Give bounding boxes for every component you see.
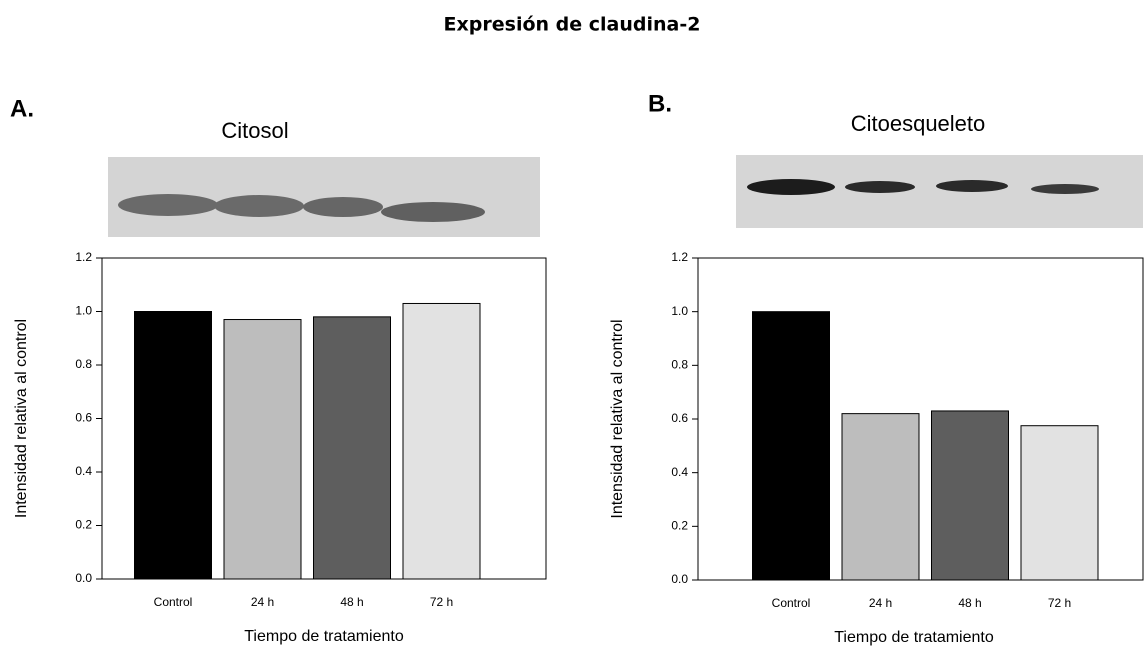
panel-title: Citoesqueleto — [851, 111, 986, 136]
panel-title: Citosol — [221, 118, 288, 143]
y-axis-label: Intensidad relativa al control — [609, 319, 626, 518]
y-tick-label: 1.0 — [75, 304, 92, 318]
bar — [402, 302, 481, 580]
panel-label: A. — [10, 95, 34, 122]
x-tick-label: 72 h — [1048, 596, 1071, 610]
page-title: Expresión de claudina-2 — [444, 14, 701, 36]
bar — [134, 311, 212, 580]
y-tick-label: 0.6 — [75, 411, 92, 425]
bar — [1020, 425, 1099, 581]
y-tick-label: 0.8 — [75, 357, 92, 371]
y-tick-label: 1.2 — [75, 250, 92, 264]
y-axis-label: Intensidad relativa al control — [13, 319, 30, 518]
x-tick-label: 24 h — [869, 596, 892, 610]
blot-a — [108, 157, 540, 237]
x-tick-label: Control — [772, 596, 811, 610]
y-tick-label: 0.8 — [671, 358, 688, 372]
y-tick-label: 0.6 — [671, 411, 688, 425]
panel-label: B. — [648, 90, 672, 117]
bar — [841, 413, 920, 581]
y-tick-label: 0.0 — [75, 571, 92, 585]
y-tick-label: 0.4 — [75, 464, 92, 478]
x-tick-label: 48 h — [958, 596, 981, 610]
bar — [752, 311, 830, 581]
y-tick-label: 1.0 — [671, 304, 688, 318]
x-tick-label: 72 h — [430, 595, 453, 609]
y-tick-label: 0.4 — [671, 465, 688, 479]
y-tick-label: 0.0 — [671, 572, 688, 586]
x-axis-label: Tiempo de tratamiento — [244, 628, 404, 645]
x-axis-label: Tiempo de tratamiento — [834, 629, 994, 646]
y-tick-label: 0.2 — [75, 518, 92, 532]
bar — [313, 316, 391, 580]
y-tick-label: 0.2 — [671, 519, 688, 533]
x-tick-label: 48 h — [340, 595, 363, 609]
bar — [223, 319, 302, 580]
bar — [931, 410, 1009, 581]
blot-b — [736, 155, 1143, 228]
x-tick-label: Control — [154, 595, 193, 609]
y-tick-label: 1.2 — [671, 250, 688, 264]
x-tick-label: 24 h — [251, 595, 274, 609]
